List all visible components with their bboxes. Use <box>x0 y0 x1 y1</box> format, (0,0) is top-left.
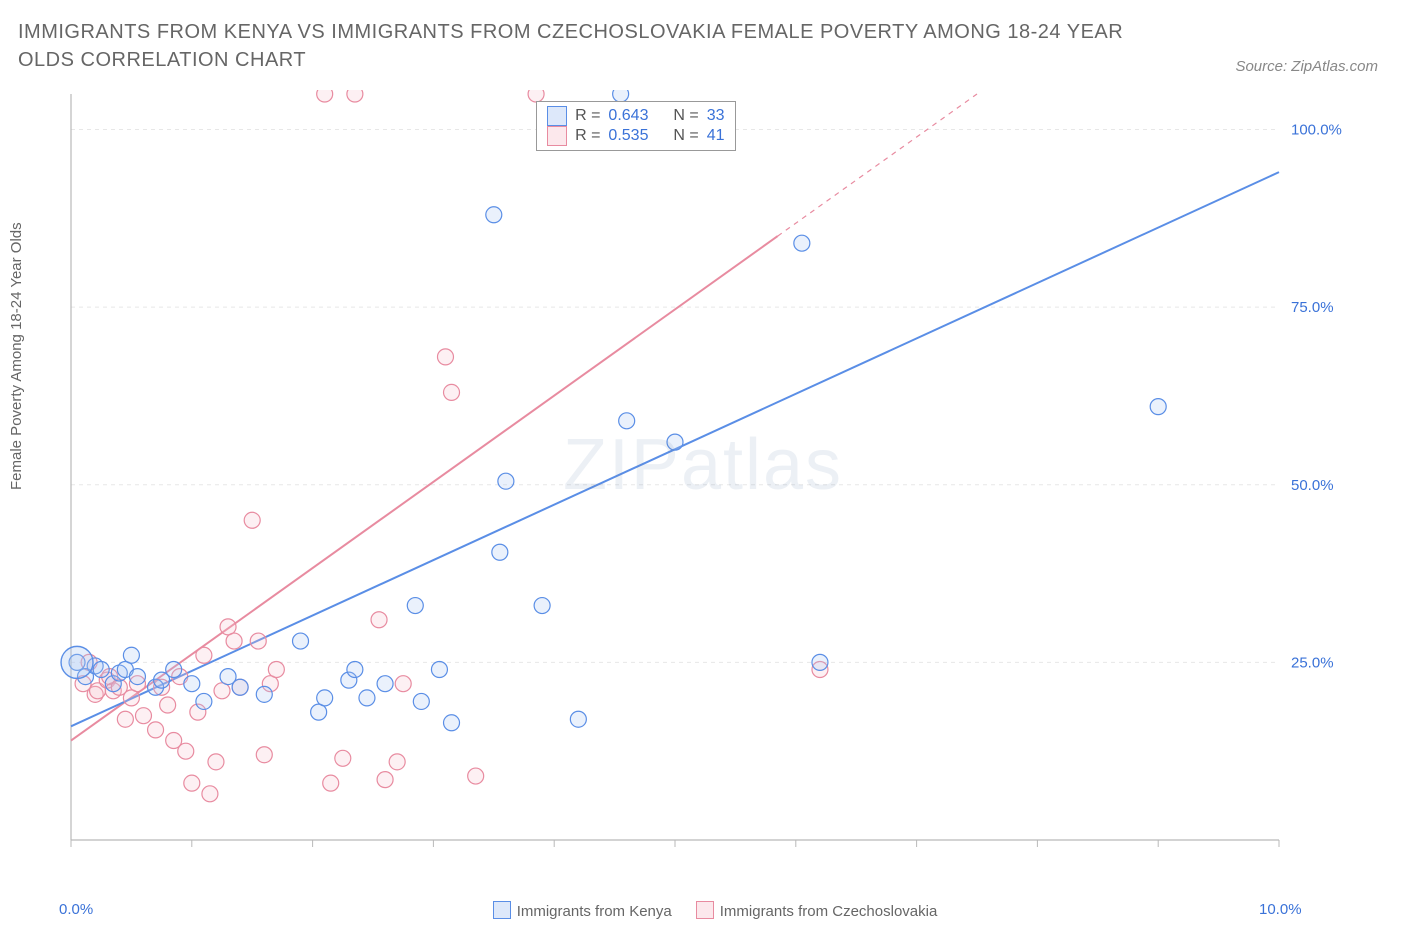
source-attribution: Source: ZipAtlas.com <box>1235 58 1378 75</box>
svg-text:50.0%: 50.0% <box>1291 477 1334 494</box>
legend-label-a: Immigrants from Kenya <box>517 903 672 920</box>
correlation-legend: R = 0.643 N = 33R = 0.535 N = 41 <box>536 101 735 151</box>
scatter-plot: 25.0% 50.0% 75.0% 100.0% <box>55 90 1375 880</box>
page-title: IMMIGRANTS FROM KENYA VS IMMIGRANTS FROM… <box>18 18 1138 74</box>
legend-label-b: Immigrants from Czechoslovakia <box>720 903 938 920</box>
y-axis-label: Female Poverty Among 18-24 Year Olds <box>8 222 25 490</box>
x-axis-legend: 0.0%Immigrants from KenyaImmigrants from… <box>0 901 1406 920</box>
svg-text:75.0%: 75.0% <box>1291 299 1334 316</box>
svg-text:100.0%: 100.0% <box>1291 122 1342 139</box>
svg-text:25.0%: 25.0% <box>1291 654 1334 671</box>
